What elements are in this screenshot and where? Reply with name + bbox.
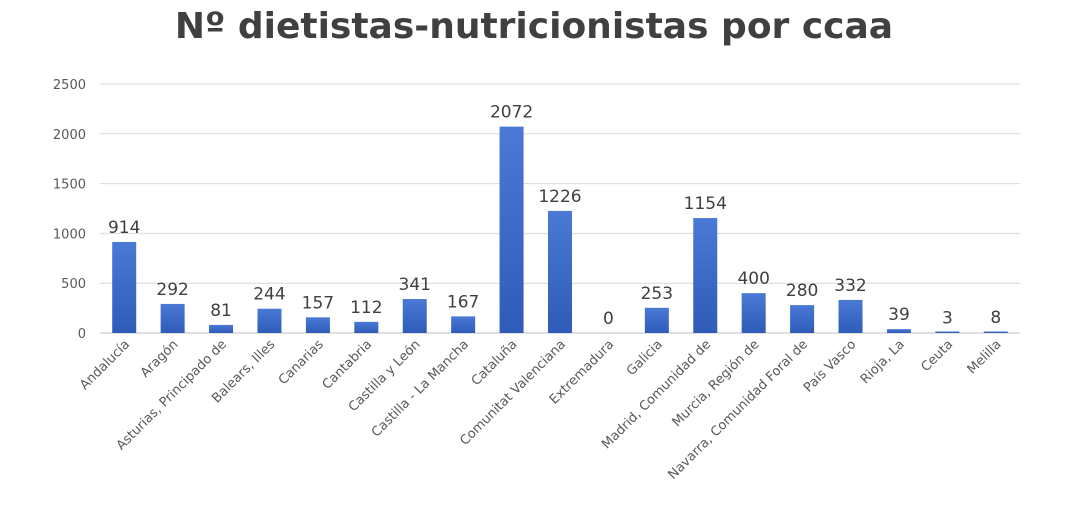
data-labels: 914 292 81 244 157 112 341 167 2072 1226 0 253 1154 4… <box>108 103 1001 329</box>
bar <box>886 329 911 333</box>
bar <box>257 308 282 333</box>
data-label: 0 <box>603 309 614 329</box>
data-label: 914 <box>108 218 140 238</box>
bar <box>644 307 669 333</box>
data-label: 8 <box>990 308 1001 328</box>
bar <box>741 293 766 333</box>
y-tick-label: 0 <box>78 327 86 342</box>
bar <box>209 324 234 333</box>
y-axis-tick-labels: 0 500 1000 1500 2000 2500 <box>53 78 86 342</box>
y-tick-label: 2000 <box>53 128 86 143</box>
category-label: Rioja, La <box>858 337 908 387</box>
category-label: Ceuta <box>918 337 956 375</box>
chart-title: Nº dietistas-nutricionistas por ccaa <box>174 6 894 47</box>
bar <box>838 299 863 333</box>
data-label: 1154 <box>684 194 727 214</box>
y-tick-label: 500 <box>61 277 86 292</box>
data-label: 341 <box>399 275 431 295</box>
bars <box>112 126 1008 333</box>
data-label: 3 <box>942 309 953 329</box>
data-label: 112 <box>350 298 382 318</box>
bar <box>112 241 137 333</box>
data-label: 332 <box>834 276 866 296</box>
category-label: Aragón <box>138 337 182 381</box>
data-label: 280 <box>786 281 818 301</box>
category-label: Castilla - La Mancha <box>369 337 472 440</box>
bar <box>790 305 815 333</box>
y-tick-label: 1000 <box>53 227 86 242</box>
data-label: 1226 <box>538 187 581 207</box>
bar <box>451 316 476 333</box>
bar <box>935 331 960 333</box>
data-label: 292 <box>156 280 188 300</box>
bar <box>693 218 718 333</box>
data-label: 2072 <box>490 103 533 123</box>
y-tick-label: 1500 <box>53 178 86 193</box>
data-label: 39 <box>888 305 910 325</box>
category-label: Andalucía <box>77 337 133 393</box>
category-label: Canarias <box>276 337 327 388</box>
data-label: 167 <box>447 292 479 312</box>
category-label: Cataluña <box>469 337 521 389</box>
data-label: 400 <box>737 269 769 289</box>
bar <box>160 303 185 333</box>
bar <box>402 299 427 333</box>
data-label: 244 <box>253 285 285 305</box>
bar <box>983 331 1008 333</box>
data-label: 157 <box>302 293 334 313</box>
category-label: Murcia, Región de <box>670 337 763 430</box>
data-label: 81 <box>210 301 232 321</box>
data-label: 253 <box>641 284 673 304</box>
category-label: Galicia <box>624 337 666 379</box>
bar <box>548 210 572 333</box>
bar <box>305 317 330 333</box>
category-label: Melilla <box>965 337 1005 377</box>
bar <box>499 126 524 333</box>
category-label: País Vasco <box>801 337 859 395</box>
y-tick-label: 2500 <box>53 78 86 93</box>
bar <box>354 321 379 333</box>
